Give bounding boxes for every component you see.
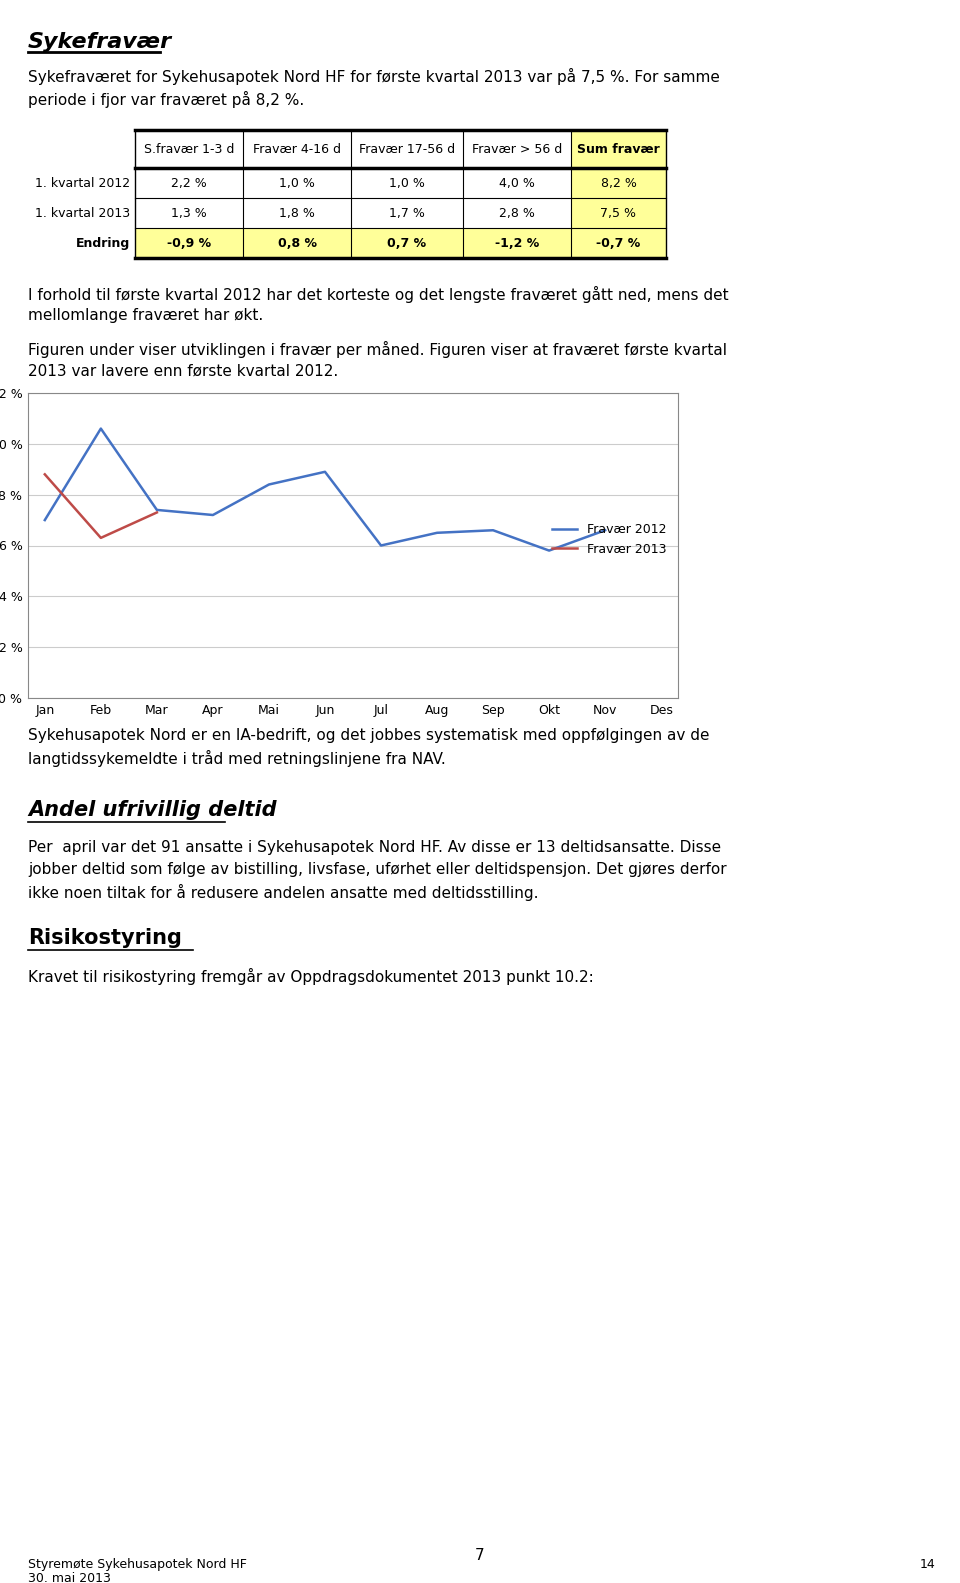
Text: 7: 7	[475, 1548, 485, 1562]
Text: 0,8 %: 0,8 %	[277, 236, 317, 250]
Text: 2,8 %: 2,8 %	[499, 206, 535, 220]
Bar	[135, 228, 666, 258]
Text: Endring: Endring	[76, 236, 130, 250]
Fravær 2012	[95, 419, 107, 438]
Text: 1. kvartal 2013: 1. kvartal 2013	[35, 206, 130, 220]
Fravær 2012	[207, 505, 219, 524]
Text: 1,0 %: 1,0 %	[279, 176, 315, 190]
Text: 4,0 %: 4,0 %	[499, 176, 535, 190]
Text: -1,2 %: -1,2 %	[494, 236, 540, 250]
Fravær 2012	[431, 524, 443, 543]
Text: Fravær 4-16 d: Fravær 4-16 d	[253, 142, 341, 155]
Fravær 2012	[320, 462, 331, 481]
Line: Fravær 2013: Fravær 2013	[45, 475, 156, 538]
Text: Kravet til risikostyring fremgår av Oppdragsdokumentet 2013 punkt 10.2:: Kravet til risikostyring fremgår av Oppd…	[28, 967, 593, 985]
Fravær 2013	[151, 503, 162, 522]
Text: 1,3 %: 1,3 %	[171, 206, 206, 220]
Fravær 2012	[599, 521, 611, 540]
Fravær 2012	[151, 500, 162, 519]
Fravær 2012	[543, 541, 555, 560]
Text: Sykefraværet for Sykehusapotek Nord HF for første kvartal 2013 var på 7,5 %. For: Sykefraværet for Sykehusapotek Nord HF f…	[28, 68, 720, 85]
Text: Sum fravær: Sum fravær	[577, 142, 660, 155]
Bar	[571, 130, 666, 258]
Text: 1,8 %: 1,8 %	[279, 206, 315, 220]
Text: mellomlange fraværet har økt.: mellomlange fraværet har økt.	[28, 309, 263, 323]
Text: Per  april var det 91 ansatte i Sykehusapotek Nord HF. Av disse er 13 deltidsans: Per april var det 91 ansatte i Sykehusap…	[28, 841, 721, 855]
Text: Styremøte Sykehusapotek Nord HF: Styremøte Sykehusapotek Nord HF	[28, 1558, 247, 1570]
Text: -0,9 %: -0,9 %	[167, 236, 211, 250]
Text: langtidssykemeldte i tråd med retningslinjene fra NAV.: langtidssykemeldte i tråd med retningsli…	[28, 750, 445, 768]
Text: Risikostyring: Risikostyring	[28, 928, 181, 948]
Text: 30. mai 2013: 30. mai 2013	[28, 1572, 110, 1583]
Text: Sykehusapotek Nord er en IA-bedrift, og det jobbes systematisk med oppfølgingen : Sykehusapotek Nord er en IA-bedrift, og …	[28, 728, 709, 742]
Fravær 2012	[263, 475, 275, 494]
Fravær 2012	[488, 521, 499, 540]
Text: Sykefravær: Sykefravær	[28, 32, 172, 52]
Line: Fravær 2012: Fravær 2012	[45, 429, 605, 551]
Text: jobber deltid som følge av bistilling, livsfase, uførhet eller deltidspensjon. D: jobber deltid som følge av bistilling, l…	[28, 863, 727, 877]
Text: 7,5 %: 7,5 %	[601, 206, 636, 220]
Text: -0,7 %: -0,7 %	[596, 236, 640, 250]
Fravær 2013	[39, 465, 51, 484]
Legend: Fravær 2012, Fravær 2013: Fravær 2012, Fravær 2013	[547, 518, 672, 560]
Text: Figuren under viser utviklingen i fravær per måned. Figuren viser at fraværet fø: Figuren under viser utviklingen i fravær…	[28, 340, 727, 358]
Text: periode i fjor var fraværet på 8,2 %.: periode i fjor var fraværet på 8,2 %.	[28, 90, 304, 108]
Text: 1,7 %: 1,7 %	[389, 206, 425, 220]
Text: S.fravær 1-3 d: S.fravær 1-3 d	[144, 142, 234, 155]
Text: ikke noen tiltak for å redusere andelen ansatte med deltidsstilling.: ikke noen tiltak for å redusere andelen …	[28, 883, 539, 901]
Text: 0,7 %: 0,7 %	[388, 236, 426, 250]
Fravær 2012	[39, 511, 51, 530]
Text: 14: 14	[920, 1558, 935, 1570]
Text: Fravær > 56 d: Fravær > 56 d	[472, 142, 563, 155]
Text: I forhold til første kvartal 2012 har det korteste og det lengste fraværet gått : I forhold til første kvartal 2012 har de…	[28, 287, 729, 302]
Fravær 2012	[375, 537, 387, 556]
Text: 1. kvartal 2012: 1. kvartal 2012	[35, 176, 130, 190]
Text: 8,2 %: 8,2 %	[601, 176, 636, 190]
Fravær 2013	[95, 529, 107, 548]
Text: Andel ufrivillig deltid: Andel ufrivillig deltid	[28, 799, 276, 820]
Text: Fravær 17-56 d: Fravær 17-56 d	[359, 142, 455, 155]
Text: 1,0 %: 1,0 %	[389, 176, 425, 190]
Text: 2013 var lavere enn første kvartal 2012.: 2013 var lavere enn første kvartal 2012.	[28, 363, 338, 378]
Text: 2,2 %: 2,2 %	[171, 176, 206, 190]
